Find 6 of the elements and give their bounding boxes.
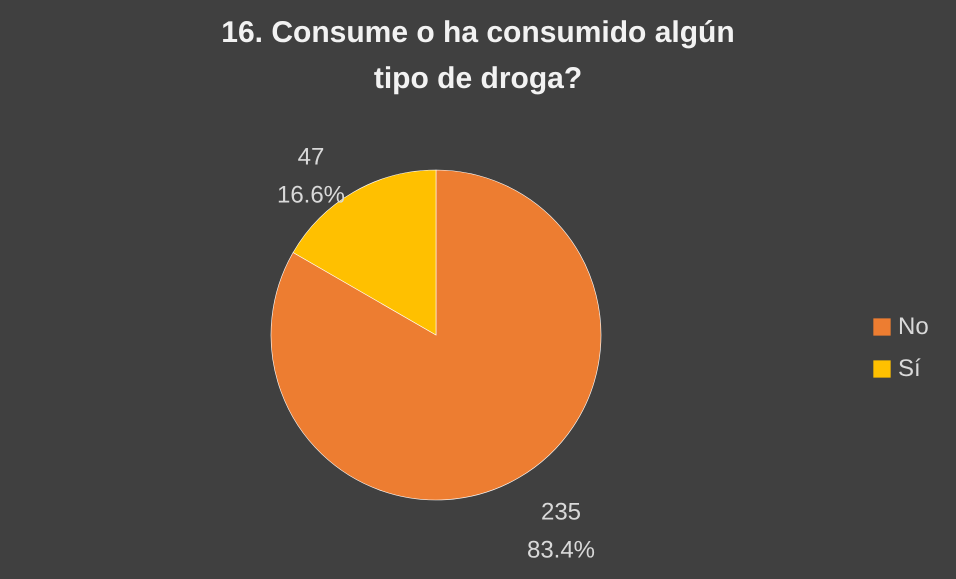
pie-slice [270,170,602,500]
legend-label: Sí [898,355,922,382]
chart-title: 16. Consume o ha consumido algún tipo de droga? [221,16,735,95]
data-label: 235 83.4% [526,498,596,564]
data-label: 47 16.6% [276,143,346,208]
legend-label: No [898,313,929,340]
